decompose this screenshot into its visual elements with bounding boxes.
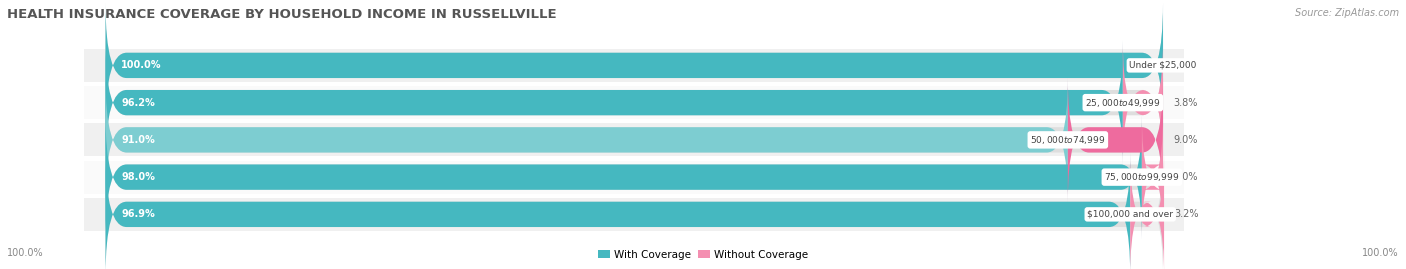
FancyBboxPatch shape — [105, 153, 1163, 269]
Text: 3.8%: 3.8% — [1174, 98, 1198, 108]
Text: $50,000 to $74,999: $50,000 to $74,999 — [1031, 134, 1105, 146]
FancyBboxPatch shape — [105, 115, 1142, 239]
Text: 9.0%: 9.0% — [1174, 135, 1198, 145]
FancyBboxPatch shape — [105, 78, 1163, 202]
Text: 3.2%: 3.2% — [1174, 209, 1199, 220]
Text: $25,000 to $49,999: $25,000 to $49,999 — [1085, 97, 1160, 109]
FancyBboxPatch shape — [84, 198, 1184, 231]
FancyBboxPatch shape — [105, 78, 1067, 202]
FancyBboxPatch shape — [105, 3, 1163, 127]
FancyBboxPatch shape — [1123, 41, 1163, 164]
FancyBboxPatch shape — [1142, 115, 1163, 239]
FancyBboxPatch shape — [105, 153, 1130, 269]
FancyBboxPatch shape — [105, 41, 1163, 164]
FancyBboxPatch shape — [84, 123, 1184, 156]
Text: 96.9%: 96.9% — [121, 209, 155, 220]
Text: 2.0%: 2.0% — [1174, 172, 1198, 182]
Text: 98.0%: 98.0% — [121, 172, 155, 182]
FancyBboxPatch shape — [84, 161, 1184, 193]
Text: 100.0%: 100.0% — [121, 60, 162, 70]
Text: 100.0%: 100.0% — [1362, 248, 1399, 258]
Text: Under $25,000: Under $25,000 — [1129, 61, 1197, 70]
Text: $100,000 and over: $100,000 and over — [1087, 210, 1173, 219]
Text: HEALTH INSURANCE COVERAGE BY HOUSEHOLD INCOME IN RUSSELLVILLE: HEALTH INSURANCE COVERAGE BY HOUSEHOLD I… — [7, 8, 557, 21]
FancyBboxPatch shape — [84, 86, 1184, 119]
Text: 0.0%: 0.0% — [1174, 60, 1198, 70]
Legend: With Coverage, Without Coverage: With Coverage, Without Coverage — [593, 245, 813, 264]
Text: $75,000 to $99,999: $75,000 to $99,999 — [1104, 171, 1180, 183]
FancyBboxPatch shape — [105, 41, 1123, 164]
Text: 96.2%: 96.2% — [121, 98, 155, 108]
FancyBboxPatch shape — [84, 49, 1184, 82]
FancyBboxPatch shape — [1130, 153, 1164, 269]
Text: 100.0%: 100.0% — [7, 248, 44, 258]
FancyBboxPatch shape — [105, 3, 1163, 127]
Text: 91.0%: 91.0% — [121, 135, 155, 145]
Text: Source: ZipAtlas.com: Source: ZipAtlas.com — [1295, 8, 1399, 18]
FancyBboxPatch shape — [1067, 78, 1163, 202]
FancyBboxPatch shape — [105, 115, 1163, 239]
